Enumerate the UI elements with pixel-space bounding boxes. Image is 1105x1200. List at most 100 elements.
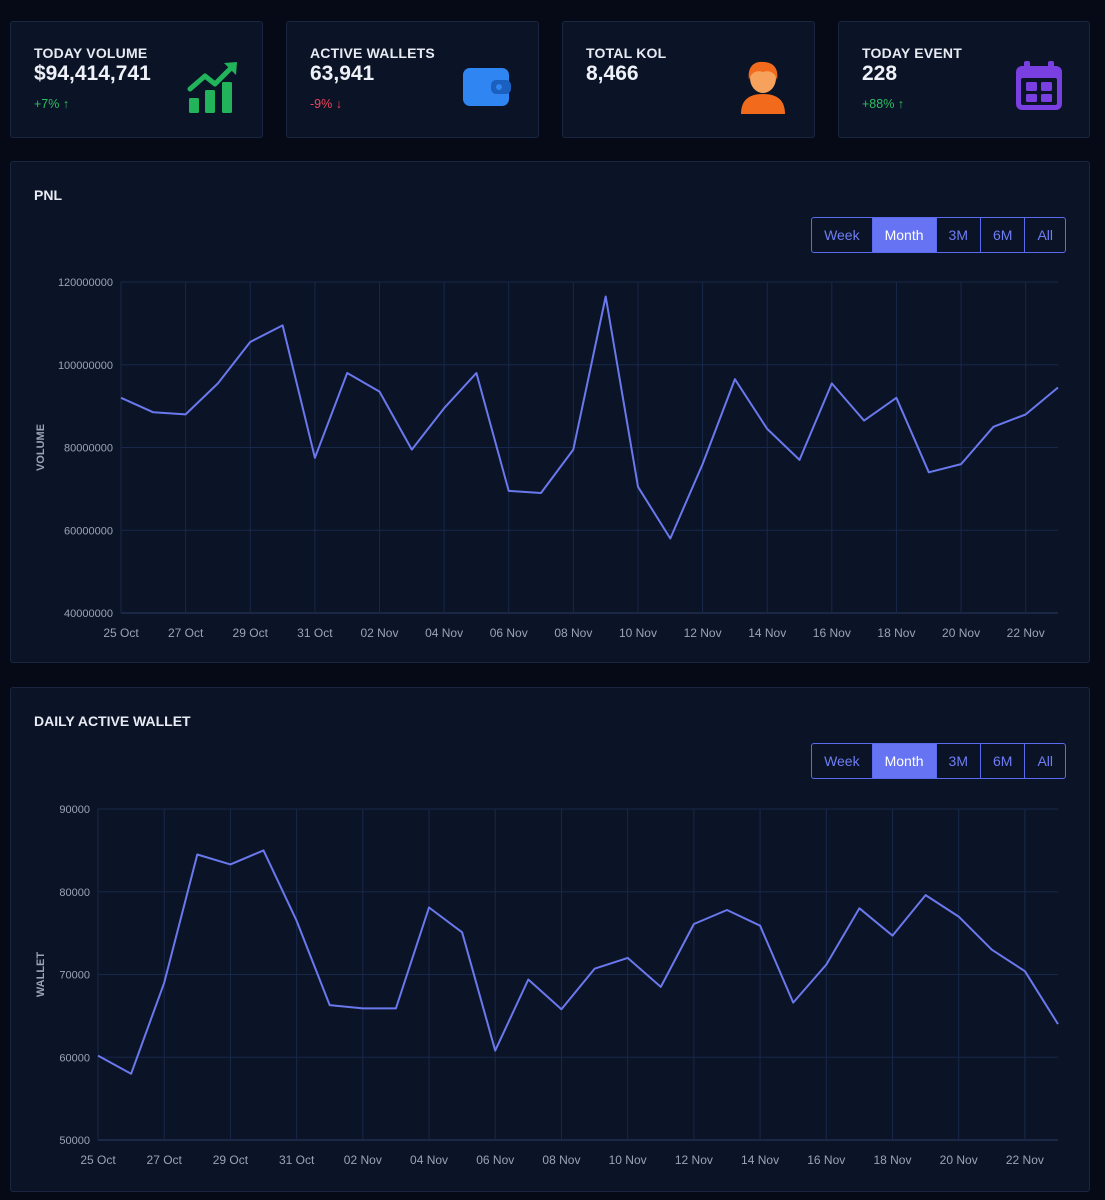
range-all-button[interactable]: All bbox=[1037, 227, 1053, 243]
data-point[interactable] bbox=[460, 930, 464, 934]
x-tick-label: 04 Nov bbox=[410, 1153, 448, 1167]
calendar-icon bbox=[1016, 61, 1062, 110]
range-month-button[interactable]: Month bbox=[872, 744, 937, 778]
x-tick-label: 29 Oct bbox=[233, 626, 269, 640]
range-all-button[interactable]: All bbox=[1037, 753, 1053, 769]
stat-card-total-kol: TOTAL KOL 8,466 bbox=[562, 21, 815, 138]
data-point[interactable] bbox=[701, 462, 705, 466]
y-tick-label: 40000000 bbox=[64, 608, 113, 620]
x-tick-label: 25 Oct bbox=[80, 1153, 116, 1167]
data-point[interactable] bbox=[539, 491, 543, 495]
range-6m-button[interactable]: 6M bbox=[981, 218, 1026, 252]
data-point[interactable] bbox=[526, 977, 530, 981]
data-point[interactable] bbox=[96, 1054, 100, 1058]
data-point[interactable] bbox=[692, 922, 696, 926]
x-tick-label: 10 Nov bbox=[609, 1153, 647, 1167]
data-point[interactable] bbox=[991, 425, 995, 429]
x-tick-label: 16 Nov bbox=[813, 626, 851, 640]
data-point[interactable] bbox=[1056, 1022, 1060, 1026]
y-tick-label: 80000 bbox=[59, 887, 90, 899]
data-point[interactable] bbox=[593, 967, 597, 971]
data-point[interactable] bbox=[507, 489, 511, 493]
y-tick-label: 80000000 bbox=[64, 443, 113, 455]
data-point[interactable] bbox=[1024, 412, 1028, 416]
data-point[interactable] bbox=[493, 1049, 497, 1053]
data-point[interactable] bbox=[162, 981, 166, 985]
range-3m-button[interactable]: 3M bbox=[937, 218, 981, 252]
data-point[interactable] bbox=[427, 905, 431, 909]
data-point[interactable] bbox=[830, 381, 834, 385]
y-tick-label: 60000000 bbox=[64, 525, 113, 537]
data-point[interactable] bbox=[668, 537, 672, 541]
range-3m-button[interactable]: 3M bbox=[937, 744, 981, 778]
data-point[interactable] bbox=[328, 1003, 332, 1007]
data-point[interactable] bbox=[1056, 386, 1060, 390]
x-tick-label: 18 Nov bbox=[873, 1153, 911, 1167]
wallet-icon bbox=[463, 68, 511, 106]
data-point[interactable] bbox=[1023, 969, 1027, 973]
data-point[interactable] bbox=[151, 410, 155, 414]
data-point[interactable] bbox=[571, 448, 575, 452]
data-point[interactable] bbox=[791, 1001, 795, 1005]
data-point[interactable] bbox=[345, 371, 349, 375]
stat-title: TOTAL KOL bbox=[586, 45, 667, 61]
data-point[interactable] bbox=[119, 396, 123, 400]
data-point[interactable] bbox=[129, 1072, 133, 1076]
x-tick-label: 25 Oct bbox=[103, 626, 139, 640]
data-point[interactable] bbox=[442, 406, 446, 410]
data-point[interactable] bbox=[824, 963, 828, 967]
data-point[interactable] bbox=[927, 470, 931, 474]
data-point[interactable] bbox=[313, 456, 317, 460]
data-point[interactable] bbox=[377, 390, 381, 394]
data-point[interactable] bbox=[733, 377, 737, 381]
x-tick-label: 06 Nov bbox=[476, 1153, 514, 1167]
range-6m-button[interactable]: 6M bbox=[981, 744, 1026, 778]
data-point[interactable] bbox=[758, 924, 762, 928]
x-tick-label: 29 Oct bbox=[213, 1153, 249, 1167]
data-point[interactable] bbox=[248, 340, 252, 344]
data-point[interactable] bbox=[281, 323, 285, 327]
data-point[interactable] bbox=[957, 915, 961, 919]
data-point[interactable] bbox=[659, 985, 663, 989]
data-point[interactable] bbox=[394, 1006, 398, 1010]
data-point[interactable] bbox=[410, 448, 414, 452]
data-point[interactable] bbox=[798, 458, 802, 462]
data-point[interactable] bbox=[890, 934, 894, 938]
x-tick-label: 27 Oct bbox=[168, 626, 204, 640]
range-week-button[interactable]: Week bbox=[812, 744, 873, 778]
data-point[interactable] bbox=[559, 1007, 563, 1011]
data-point[interactable] bbox=[184, 412, 188, 416]
y-axis-label: WALLET bbox=[35, 952, 47, 997]
stat-title: ACTIVE WALLETS bbox=[310, 45, 435, 61]
x-tick-label: 31 Oct bbox=[279, 1153, 315, 1167]
data-point[interactable] bbox=[295, 919, 299, 923]
data-point[interactable] bbox=[959, 462, 963, 466]
stat-card-today-event: TODAY EVENT 228 +88% ↑ bbox=[838, 21, 1090, 138]
range-selector: Week Month 3M 6M All bbox=[811, 743, 1066, 779]
data-point[interactable] bbox=[604, 294, 608, 298]
data-point[interactable] bbox=[636, 485, 640, 489]
data-point[interactable] bbox=[195, 853, 199, 857]
data-point[interactable] bbox=[262, 848, 266, 852]
data-point[interactable] bbox=[228, 862, 232, 866]
data-point[interactable] bbox=[990, 948, 994, 952]
data-point[interactable] bbox=[725, 908, 729, 912]
pnl-panel: PNL Week Month 3M 6M All 40000000 6000000… bbox=[10, 161, 1090, 663]
data-point[interactable] bbox=[924, 893, 928, 897]
stat-value: 63,941 bbox=[310, 62, 375, 85]
data-point[interactable] bbox=[361, 1006, 365, 1010]
range-week-button[interactable]: Week bbox=[812, 218, 873, 252]
data-point[interactable] bbox=[216, 381, 220, 385]
x-tick-label: 14 Nov bbox=[748, 626, 786, 640]
stat-value: 228 bbox=[862, 62, 898, 85]
data-point[interactable] bbox=[626, 956, 630, 960]
range-month-button[interactable]: Month bbox=[872, 218, 937, 252]
data-point[interactable] bbox=[857, 906, 861, 910]
data-point[interactable] bbox=[862, 419, 866, 423]
x-tick-label: 22 Nov bbox=[1007, 626, 1045, 640]
data-point[interactable] bbox=[894, 396, 898, 400]
x-tick-label: 16 Nov bbox=[807, 1153, 845, 1167]
y-axis-label: VOLUME bbox=[35, 424, 47, 471]
data-point[interactable] bbox=[474, 371, 478, 375]
data-point[interactable] bbox=[765, 427, 769, 431]
